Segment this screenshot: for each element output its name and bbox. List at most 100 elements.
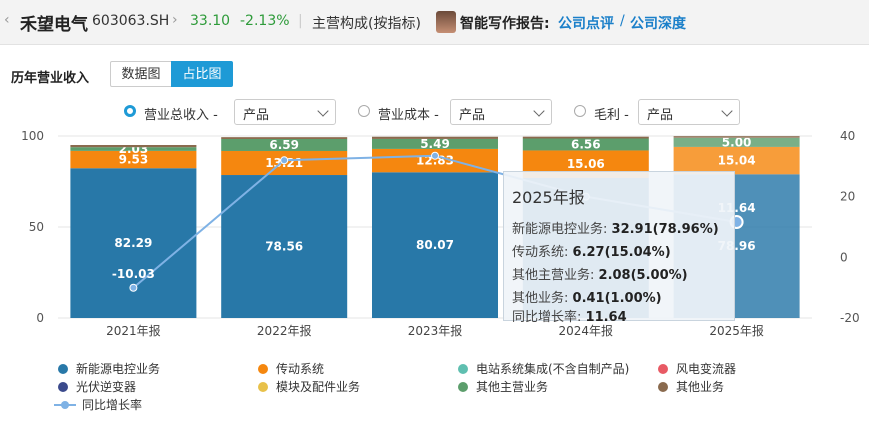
legend-item[interactable]: 风电变流器 <box>658 360 736 377</box>
link-separator: / <box>620 13 625 29</box>
ai-report-label: 智能写作报告: <box>460 16 550 32</box>
legend-label: 其他主营业务 <box>476 380 549 394</box>
bar-segment <box>673 146 800 175</box>
section-title: 历年营业收入 <box>11 71 90 86</box>
tooltip-value: 32.91(78.96%) <box>611 222 719 237</box>
bar-data-label: 5.00 <box>722 135 752 149</box>
ticker: 603063.SH <box>92 13 170 29</box>
tooltip-label: 其他业务: <box>512 291 569 306</box>
bar-segment <box>372 138 498 149</box>
y-tick-label: 100 <box>21 129 44 143</box>
radio-total-revenue[interactable] <box>124 105 136 117</box>
header-divider: | <box>298 13 303 29</box>
tooltip-label: 同比增长率: <box>512 310 582 325</box>
legend-item[interactable]: 电站系统集成(不含自制产品) <box>458 360 629 377</box>
bar-segment <box>673 137 800 147</box>
x-tick-label: 2024年报 <box>559 323 614 338</box>
x-tick-label: 2025年报 <box>709 323 764 338</box>
chart-legend: 新能源电控业务 传动系统 电站系统集成(不含自制产品) 风电变流器 光伏逆变器 … <box>0 356 869 416</box>
stock-header: ‹ 禾望电气 603063.SH › 33.10 -2.13% | 主营构成(按… <box>0 0 869 45</box>
x-tick-label: 2021年报 <box>106 323 161 338</box>
tooltip-label: 其他主营业务: <box>512 268 595 283</box>
y-tick-label: 50 <box>29 220 44 234</box>
bar-data-label: 15.04 <box>718 154 756 168</box>
y-tick-label: 0 <box>36 311 44 325</box>
select-operating-cost[interactable]: 产品 <box>450 99 552 125</box>
tooltip-label: 新能源电控业务: <box>512 222 608 237</box>
tooltip-row: 其他主营业务: 2.08(5.00%) <box>512 264 688 283</box>
growth-data-label: -10.03 <box>112 267 155 281</box>
legend-dot-icon <box>658 364 668 374</box>
bar-data-label: 80.07 <box>416 238 454 252</box>
legend-item[interactable]: 同比增长率 <box>54 396 142 413</box>
bar-data-label: 9.53 <box>119 153 149 167</box>
legend-dot-icon <box>58 382 68 392</box>
select-total-revenue[interactable]: 产品 <box>234 99 336 125</box>
x-tick-label: 2023年报 <box>408 323 463 338</box>
bar-segment <box>673 136 800 138</box>
legend-item[interactable]: 模块及配件业务 <box>258 378 360 395</box>
legend-item[interactable]: 新能源电控业务 <box>58 360 160 377</box>
ai-avatar-icon <box>436 11 456 33</box>
tab-ratio-chart[interactable]: 占比图 <box>171 61 233 87</box>
link-company-depth[interactable]: 公司深度 <box>630 16 686 32</box>
tab-data-chart[interactable]: 数据图 <box>110 61 172 87</box>
legend-item[interactable]: 其他业务 <box>658 378 724 395</box>
tooltip-label: 传动系统: <box>512 245 569 260</box>
revenue-ratio-chart: 050100-200204082.299.532.032021年报78.5613… <box>21 129 860 338</box>
bar-data-label: 6.59 <box>269 138 299 152</box>
tooltip-title: 2025年报 <box>512 188 585 207</box>
select-gross-profit[interactable]: 产品 <box>638 99 740 125</box>
filter-row: 营业总收入 - 产品 营业成本 - 产品 毛利 - 产品 <box>0 99 869 125</box>
legend-label: 模块及配件业务 <box>276 380 361 394</box>
bar-segment <box>70 150 197 169</box>
chevron-left-icon[interactable]: ‹ <box>4 12 10 28</box>
bar-data-label: 15.06 <box>567 157 605 171</box>
legend-label: 光伏逆变器 <box>76 380 137 394</box>
chevron-right-icon[interactable]: › <box>172 12 178 28</box>
legend-dot-icon <box>458 364 468 374</box>
growth-point <box>280 156 289 165</box>
radio-operating-cost[interactable] <box>358 105 370 117</box>
bar-data-label: 6.56 <box>571 137 601 151</box>
legend-label: 同比增长率 <box>82 398 143 412</box>
breakdown-label[interactable]: 主营构成(按指标) <box>312 16 421 32</box>
link-company-review[interactable]: 公司点评 <box>558 16 614 32</box>
bar-segment <box>70 145 197 148</box>
stock-price: 33.10 <box>190 13 231 29</box>
filter-label-operating-cost: 营业成本 - <box>378 108 439 123</box>
company-name: 禾望电气 <box>20 15 88 35</box>
radio-gross-profit[interactable] <box>574 105 586 117</box>
legend-label: 电站系统集成(不含自制产品) <box>476 362 630 376</box>
bar-segment <box>372 148 498 173</box>
x-tick-label: 2022年报 <box>257 323 312 338</box>
legend-item[interactable]: 其他主营业务 <box>458 378 548 395</box>
legend-label: 新能源电控业务 <box>76 362 161 376</box>
legend-dot-icon <box>658 382 668 392</box>
tooltip-value: 0.41(1.00%) <box>572 291 662 306</box>
legend-item[interactable]: 光伏逆变器 <box>58 378 136 395</box>
legend-item[interactable]: 传动系统 <box>258 360 324 377</box>
legend-label: 传动系统 <box>276 362 325 376</box>
bar-segment <box>522 138 649 151</box>
bar-data-label: 2.03 <box>119 142 149 156</box>
select-value: 产品 <box>647 108 674 123</box>
growth-point <box>431 151 439 160</box>
y2-tick-label: 40 <box>840 129 855 143</box>
chart-tooltip: 2025年报 新能源电控业务: 32.91(78.96%) 传动系统: 6.27… <box>503 171 735 325</box>
tooltip-value: 2.08(5.00%) <box>598 268 688 283</box>
tooltip-value: 11.64 <box>585 310 627 325</box>
bar-segment <box>372 172 498 318</box>
tooltip-row: 新能源电控业务: 32.91(78.96%) <box>512 218 719 237</box>
tooltip-row: 同比增长率: 11.64 <box>512 306 627 325</box>
bar-data-label: 82.29 <box>114 236 152 250</box>
legend-dot-icon <box>58 364 68 374</box>
legend-line-icon <box>54 400 76 410</box>
legend-dot-icon <box>258 364 268 374</box>
growth-point <box>129 283 138 292</box>
bar-segment <box>70 168 197 318</box>
y2-tick-label: 0 <box>840 250 848 264</box>
bar-data-label: 78.56 <box>265 240 303 254</box>
tooltip-row: 其他业务: 0.41(1.00%) <box>512 287 662 306</box>
bar-segment <box>221 175 348 318</box>
